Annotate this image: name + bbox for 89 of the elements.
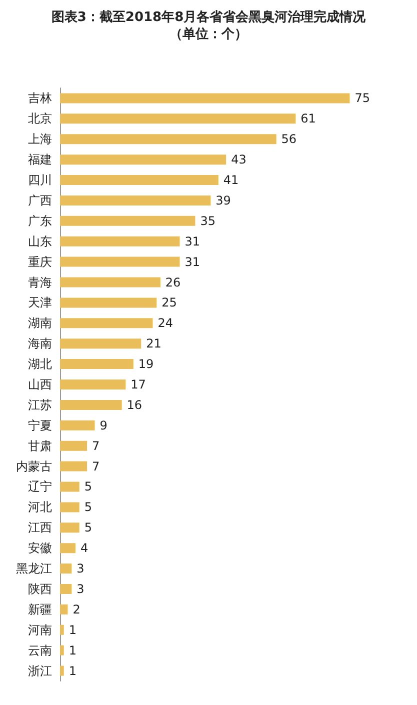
data-label: 3	[76, 562, 84, 576]
y-tick-label: 青海	[28, 275, 52, 290]
data-label: 7	[92, 438, 100, 453]
bar	[60, 482, 80, 492]
data-label: 39	[216, 193, 231, 208]
bar	[60, 461, 88, 472]
y-tick-label: 天津	[28, 296, 52, 310]
data-label: 5	[84, 500, 92, 514]
bar	[60, 502, 80, 512]
data-label: 5	[84, 520, 92, 535]
data-label: 7	[92, 459, 100, 474]
bar	[60, 604, 68, 614]
bar	[60, 666, 64, 676]
y-tick-label: 安徽	[28, 541, 52, 556]
y-tick-label: 重庆	[28, 254, 52, 269]
data-label: 31	[184, 234, 200, 248]
y-tick-label: 湖北	[28, 357, 52, 372]
y-tick-label: 陕西	[28, 582, 52, 596]
bar	[60, 256, 180, 267]
y-tick-label: 江苏	[28, 398, 52, 412]
bar	[60, 440, 88, 451]
data-label: 1	[68, 643, 77, 658]
bar	[60, 584, 72, 594]
bar	[60, 522, 80, 533]
bar	[60, 175, 218, 186]
data-label: 24	[158, 316, 173, 330]
bar	[60, 216, 196, 226]
y-tick-label: 广西	[28, 193, 52, 208]
data-label: 35	[200, 214, 216, 228]
bar	[60, 154, 226, 165]
y-tick-label: 上海	[28, 132, 52, 146]
bar	[60, 624, 64, 635]
chart-title: 图表3：截至2018年8月各省省会黑臭河治理完成情况	[51, 9, 367, 25]
data-label: 16	[126, 398, 142, 412]
y-tick-label: 辽宁	[28, 480, 52, 494]
bar	[60, 134, 276, 144]
data-label: 26	[165, 275, 181, 290]
bar	[60, 564, 72, 574]
bar	[60, 298, 157, 308]
data-label: 75	[354, 91, 370, 106]
data-label: 19	[138, 357, 154, 372]
bar	[60, 236, 180, 246]
bar	[60, 645, 64, 656]
y-tick-label: 福建	[28, 152, 52, 167]
y-tick-label: 内蒙古	[16, 459, 52, 474]
y-tick-label: 新疆	[28, 602, 52, 616]
bar	[60, 195, 211, 206]
y-tick-label: 江西	[28, 520, 52, 535]
data-label: 3	[76, 582, 84, 596]
y-tick-label: 山东	[28, 234, 52, 248]
data-label: 1	[68, 664, 77, 678]
y-tick-label: 河南	[28, 622, 52, 637]
bar	[60, 380, 126, 390]
chart-subtitle: （单位：个）	[170, 26, 248, 42]
y-tick-label: 海南	[28, 336, 52, 351]
y-tick-label: 云南	[28, 643, 52, 658]
data-label: 41	[223, 173, 239, 188]
bar	[60, 318, 153, 328]
y-tick-label: 甘肃	[28, 438, 52, 453]
data-label: 56	[281, 132, 297, 146]
bar	[60, 93, 350, 104]
data-label: 43	[231, 152, 246, 167]
bar	[60, 359, 134, 370]
y-tick-label: 北京	[28, 112, 52, 126]
bar	[60, 338, 142, 349]
y-tick-label: 湖南	[28, 316, 52, 330]
y-tick-label: 广东	[28, 214, 52, 228]
data-label: 5	[84, 480, 92, 494]
data-label: 25	[162, 296, 177, 310]
data-label: 9	[100, 418, 108, 432]
bar	[60, 543, 76, 554]
data-label: 1	[68, 622, 77, 637]
bar	[60, 114, 296, 124]
data-label: 21	[146, 336, 162, 351]
bar	[60, 277, 160, 288]
y-tick-label: 四川	[28, 173, 52, 188]
data-label: 61	[300, 112, 316, 126]
y-tick-label: 宁夏	[28, 418, 52, 432]
data-label: 4	[80, 541, 88, 556]
data-label: 17	[130, 378, 146, 392]
data-label: 2	[72, 602, 80, 616]
y-tick-label: 黑龙江	[16, 562, 52, 576]
bar	[60, 420, 95, 430]
y-tick-label: 吉林	[28, 91, 52, 106]
y-tick-label: 浙江	[28, 664, 52, 678]
bar	[60, 400, 122, 410]
data-label: 31	[184, 254, 200, 269]
y-tick-label: 河北	[28, 500, 52, 514]
y-tick-label: 山西	[28, 378, 52, 392]
